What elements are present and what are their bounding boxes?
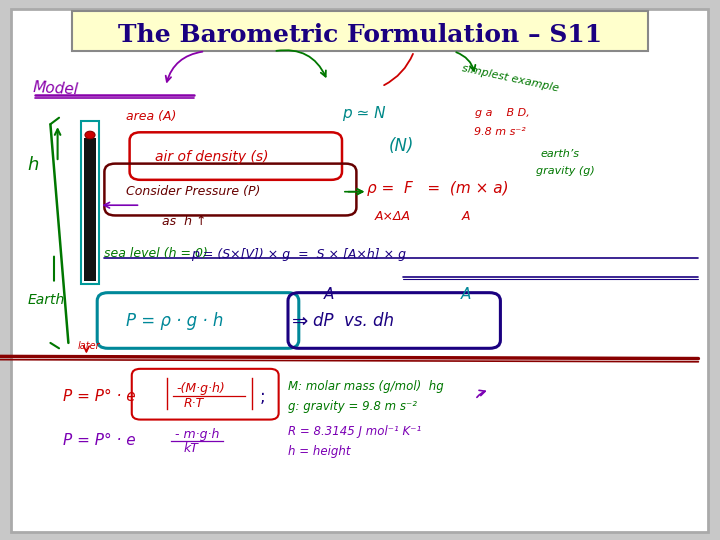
Text: -(M·g·h): -(M·g·h)	[176, 382, 225, 395]
Text: P = P° · e: P = P° · e	[63, 433, 136, 448]
FancyBboxPatch shape	[72, 11, 648, 51]
Text: gravity (g): gravity (g)	[536, 166, 595, 176]
Text: 9.8 m s⁻²: 9.8 m s⁻²	[474, 127, 526, 137]
Text: as  h ↑: as h ↑	[162, 215, 207, 228]
Text: sea level (h = 0): sea level (h = 0)	[104, 247, 208, 260]
Text: A: A	[324, 287, 334, 302]
Text: R·T: R·T	[184, 397, 204, 410]
Text: simplest example: simplest example	[461, 63, 559, 93]
Text: p = (S×[V]) × g  =  S × [A×h] × g: p = (S×[V]) × g = S × [A×h] × g	[191, 248, 406, 261]
Text: dP  vs. dh: dP vs. dh	[313, 312, 395, 330]
Text: g a    B D,: g a B D,	[475, 109, 530, 118]
Text: h = height: h = height	[288, 446, 351, 458]
Text: p ≃ N: p ≃ N	[342, 106, 385, 121]
Text: - m·g·h: - m·g·h	[175, 428, 220, 441]
Text: ρ =  F   =  (m × a): ρ = F = (m × a)	[367, 181, 509, 197]
Text: The Barometric Formulation – S11: The Barometric Formulation – S11	[118, 23, 602, 47]
Text: P = P° · e: P = P° · e	[63, 389, 136, 404]
Text: R = 8.3145 J mol⁻¹ K⁻¹: R = 8.3145 J mol⁻¹ K⁻¹	[288, 426, 421, 438]
Text: air of density (s): air of density (s)	[155, 150, 269, 164]
Text: later: later	[78, 341, 100, 350]
Bar	[81, 122, 99, 284]
Circle shape	[85, 131, 95, 139]
Text: h: h	[27, 156, 39, 174]
Text: Consider Pressure (P): Consider Pressure (P)	[126, 185, 261, 198]
Text: Earth: Earth	[27, 293, 65, 307]
Text: A×ΔA             A: A×ΔA A	[374, 210, 471, 222]
Bar	[84, 138, 96, 281]
Text: A: A	[461, 287, 471, 302]
Text: ⇒: ⇒	[292, 312, 308, 331]
Text: area (A): area (A)	[126, 110, 176, 123]
Text: P = ρ · g · h: P = ρ · g · h	[126, 312, 223, 330]
Text: ;: ;	[259, 388, 265, 406]
Text: kT: kT	[184, 442, 199, 455]
Text: g: gravity = 9.8 m s⁻²: g: gravity = 9.8 m s⁻²	[288, 400, 417, 413]
Text: M: molar mass (g/mol)  hg: M: molar mass (g/mol) hg	[288, 380, 444, 393]
Text: (N): (N)	[389, 137, 414, 155]
Text: earth’s: earth’s	[540, 149, 579, 159]
Text: Model: Model	[32, 80, 79, 98]
